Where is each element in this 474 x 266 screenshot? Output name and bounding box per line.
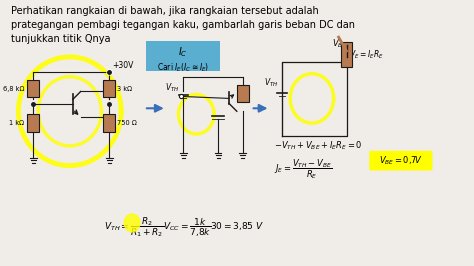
Text: 3 kΩ: 3 kΩ: [117, 86, 132, 92]
Bar: [341, 42, 353, 67]
Text: Perhatikan rangkaian di bawah, jika rangkaian tersebut adalah
prategangan pembag: Perhatikan rangkaian di bawah, jika rang…: [10, 6, 355, 44]
Text: $V_{BE} = 0{,}7V$: $V_{BE} = 0{,}7V$: [379, 155, 423, 167]
Text: $V_{BE}$: $V_{BE}$: [332, 38, 347, 50]
FancyBboxPatch shape: [369, 151, 432, 171]
Text: $V_{TH} = \dfrac{R_2}{R_1+R_2}V_{CC} = \dfrac{1k}{7{,}8k}30 = 3{,}85\ V$: $V_{TH} = \dfrac{R_2}{R_1+R_2}V_{CC} = \…: [104, 215, 264, 239]
Bar: [27, 80, 39, 97]
Bar: [103, 114, 115, 132]
Text: $V_{TH}$: $V_{TH}$: [264, 76, 278, 89]
Bar: [27, 114, 39, 132]
Text: $J_E = \dfrac{V_{TH}-V_{BE}}{R_E}$: $J_E = \dfrac{V_{TH}-V_{BE}}{R_E}$: [274, 158, 332, 181]
Text: $V_{TH}$: $V_{TH}$: [165, 82, 180, 94]
Ellipse shape: [124, 214, 140, 232]
Bar: [103, 80, 115, 97]
Text: $-V_{TH}+V_{BE}+I_ER_E = 0$: $-V_{TH}+V_{BE}+I_ER_E = 0$: [274, 140, 363, 152]
Text: 1 kΩ: 1 kΩ: [9, 120, 24, 126]
Text: $V_E = I_E R_E$: $V_E = I_E R_E$: [349, 49, 384, 61]
Text: 750 Ω: 750 Ω: [117, 120, 137, 126]
Bar: [237, 85, 249, 102]
FancyBboxPatch shape: [146, 41, 220, 71]
Text: +30V: +30V: [112, 61, 134, 70]
Text: $I_C$: $I_C$: [178, 45, 188, 59]
Text: Cari $I_E(I_C \cong I_E)$: Cari $I_E(I_C \cong I_E)$: [157, 62, 209, 74]
Text: 6,8 kΩ: 6,8 kΩ: [3, 86, 24, 92]
